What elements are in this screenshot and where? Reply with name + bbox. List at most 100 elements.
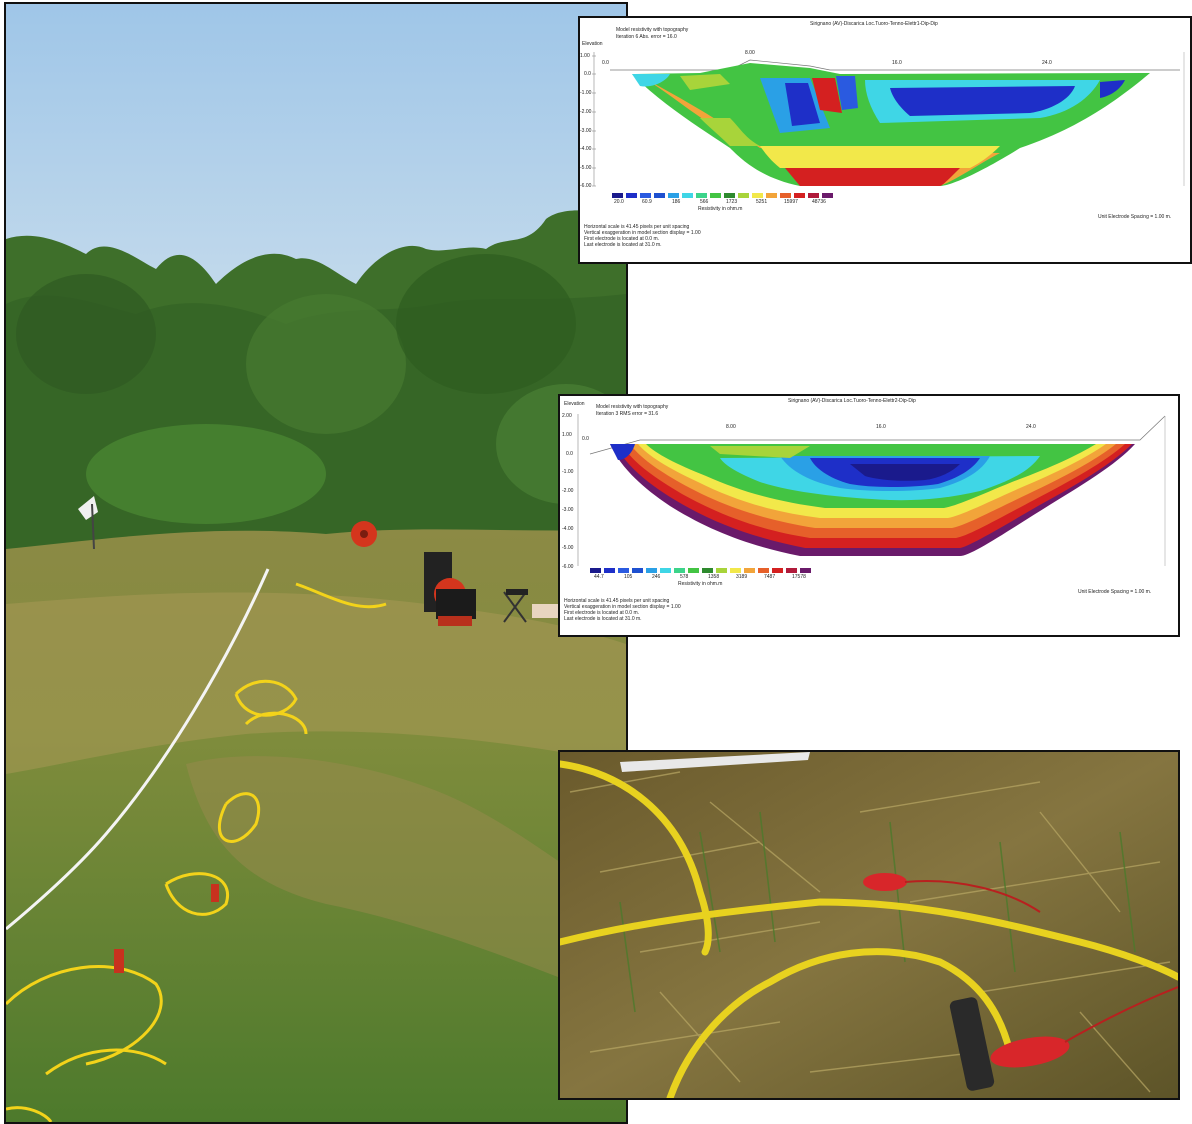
section-2-iteration: Iteration 3 RMS error = 31.6: [596, 411, 659, 417]
field-photo: [4, 2, 628, 1124]
y-tick: 2.00: [562, 413, 572, 419]
legend-value: 186: [672, 199, 681, 205]
legend-swatch: [632, 568, 643, 573]
electrode-spacing: Unit Electrode Spacing = 1.00 m.: [1098, 214, 1172, 220]
section-2-elevation-label: Elevation: [564, 401, 585, 407]
electrode-detail-photo: [558, 750, 1180, 1100]
electrode-stake: [114, 949, 124, 973]
section-1-title: Sirignano (AV)-Discarica Loc.Tuoro-Tenno…: [810, 21, 938, 27]
legend-value: 44.7: [594, 574, 604, 580]
legend-value: 5251: [756, 199, 768, 205]
legend-swatch: [766, 193, 777, 198]
legend-swatch: [654, 193, 665, 198]
section-note: First electrode is located at 0.0 m.: [564, 610, 640, 616]
y-tick: -1.00: [580, 90, 592, 96]
legend-swatch: [612, 193, 623, 198]
legend-swatch: [808, 193, 819, 198]
legend-swatch: [590, 568, 601, 573]
y-tick: -4.00: [562, 526, 574, 532]
legend-swatch: [702, 568, 713, 573]
legend-value: 566: [700, 199, 709, 205]
y-tick: -5.00: [562, 545, 574, 551]
y-tick: 0.0: [584, 71, 591, 77]
legend-swatch: [688, 568, 699, 573]
resistivity-section-1: Sirignano (AV)-Discarica Loc.Tuoro-Tenno…: [578, 16, 1192, 264]
y-tick: -3.00: [562, 507, 574, 513]
legend-swatch: [618, 568, 629, 573]
legend-swatch: [716, 568, 727, 573]
legend-swatch: [794, 193, 805, 198]
legend-swatch: [696, 193, 707, 198]
legend-swatch: [800, 568, 811, 573]
legend-value: 15997: [784, 199, 798, 205]
section-note: Last electrode is located at 31.0 m.: [584, 242, 662, 248]
legend-value: 7487: [764, 574, 776, 580]
section-1-elevation-label: Elevation: [582, 41, 603, 47]
y-tick: -6.00: [562, 564, 574, 570]
legend-value: 105: [624, 574, 633, 580]
legend-swatch: [604, 568, 615, 573]
x-tick: 0.0: [602, 60, 609, 66]
y-tick: 1.00: [580, 53, 590, 59]
legend-swatch: [660, 568, 671, 573]
legend-swatch: [822, 193, 833, 198]
legend-swatch: [668, 193, 679, 198]
y-tick: -3.00: [580, 128, 592, 134]
section-2-legend: [590, 568, 811, 573]
legend-swatch: [786, 568, 797, 573]
legend-value: 578: [680, 574, 689, 580]
legend-value: 17578: [792, 574, 806, 580]
legend-unit: Resistivity in ohm.m: [698, 206, 743, 212]
legend-swatch: [780, 193, 791, 198]
field-photo-scene: [6, 4, 626, 1122]
x-tick: 0.0: [582, 436, 589, 442]
black-connector: [949, 997, 995, 1091]
legend-swatch: [772, 568, 783, 573]
measuring-tape: [6, 568, 270, 931]
section-2-plot: [577, 414, 1166, 573]
legend-swatch: [710, 193, 721, 198]
section-note: Last electrode is located at 31.0 m.: [564, 616, 642, 622]
y-tick: -2.00: [562, 488, 574, 494]
legend-swatch: [724, 193, 735, 198]
legend-value: 246: [652, 574, 661, 580]
x-tick: 24.0: [1042, 60, 1052, 66]
legend-value: 48736: [812, 199, 826, 205]
legend-swatch: [730, 568, 741, 573]
legend-swatch: [738, 193, 749, 198]
y-tick: -6.00: [580, 183, 592, 189]
y-tick: 1.00: [562, 432, 572, 438]
section-1-plot: [592, 52, 1185, 198]
y-tick: -5.00: [580, 165, 592, 171]
legend-value: 1358: [708, 574, 720, 580]
measuring-tape: [620, 752, 810, 772]
resistivity-section-2: Sirignano (AV)-Discarica Loc.Tuoro-Tenno…: [558, 394, 1180, 637]
y-tick: 0.0: [566, 451, 573, 457]
section-note: First electrode is located at 0.0 m.: [584, 236, 660, 242]
red-alligator-clip: [990, 1036, 1070, 1068]
legend-swatch: [626, 193, 637, 198]
legend-swatch: [752, 193, 763, 198]
electrode-spacing: Unit Electrode Spacing = 1.00 m.: [1078, 589, 1152, 595]
section-1-iteration: Iteration 6 Abs. error = 16.0: [616, 34, 677, 40]
x-tick: 8.00: [726, 424, 736, 430]
x-tick: 16.0: [892, 60, 902, 66]
x-tick: 8.00: [745, 50, 755, 56]
legend-swatch: [758, 568, 769, 573]
legend-value: 20.0: [614, 199, 624, 205]
resistivity-instrument: [424, 552, 562, 626]
y-tick: -1.00: [562, 469, 574, 475]
section-2-model-label: Model resistivity with topography: [596, 404, 669, 410]
section-2-title: Sirignano (AV)-Discarica Loc.Tuoro-Tenno…: [788, 398, 916, 404]
section-1-legend: [612, 193, 833, 198]
section-note: Vertical exaggeration in model section d…: [564, 604, 681, 610]
red-alligator-clip: [863, 873, 907, 891]
x-tick: 24.0: [1026, 424, 1036, 430]
section-note: Vertical exaggeration in model section d…: [584, 230, 701, 236]
legend-swatch: [744, 568, 755, 573]
yellow-cables: [560, 760, 1178, 1098]
legend-value: 60.9: [642, 199, 652, 205]
legend-swatch: [646, 568, 657, 573]
section-note: Horizontal scale is 41.45 pixels per uni…: [564, 598, 670, 604]
legend-swatch: [674, 568, 685, 573]
